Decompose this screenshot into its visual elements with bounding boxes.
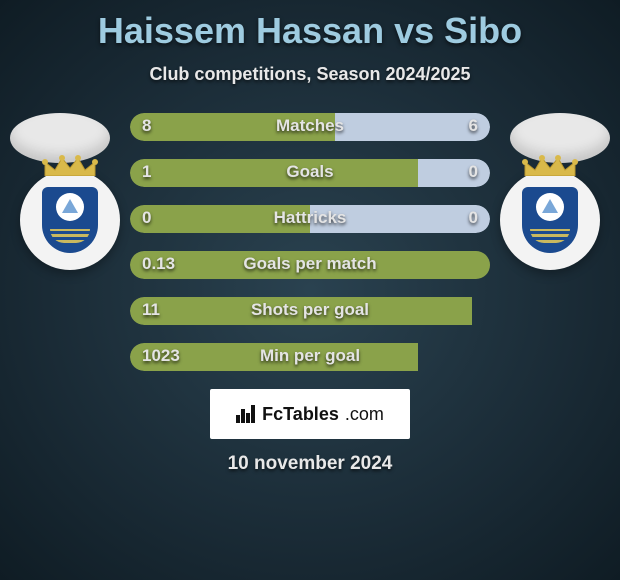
stat-row: 8Matches6 bbox=[130, 113, 490, 141]
footer-date: 10 november 2024 bbox=[0, 453, 620, 475]
stat-value-right: 0 bbox=[469, 208, 478, 228]
stat-row: 0Hattricks0 bbox=[130, 205, 490, 233]
brand-main: FcTables bbox=[262, 404, 339, 425]
club-badge-right bbox=[500, 170, 600, 270]
stat-row: 11Shots per goal bbox=[130, 297, 490, 325]
stat-label: Hattricks bbox=[130, 208, 490, 228]
stat-label: Shots per goal bbox=[130, 300, 490, 320]
stat-label: Matches bbox=[130, 116, 490, 136]
crest-icon bbox=[522, 187, 578, 253]
crest-icon bbox=[42, 187, 98, 253]
stat-row: 1Goals0 bbox=[130, 159, 490, 187]
stats-list: 8Matches61Goals00Hattricks00.13Goals per… bbox=[130, 113, 490, 371]
stat-value-right: 0 bbox=[469, 162, 478, 182]
brand-tail: .com bbox=[345, 404, 384, 425]
stat-row: 0.13Goals per match bbox=[130, 251, 490, 279]
stat-label: Goals bbox=[130, 162, 490, 182]
stat-value-right: 6 bbox=[469, 116, 478, 136]
bar-chart-icon bbox=[236, 405, 256, 423]
crown-icon bbox=[40, 154, 100, 176]
club-badge-left bbox=[20, 170, 120, 270]
stat-label: Goals per match bbox=[130, 254, 490, 274]
crown-icon bbox=[520, 154, 580, 176]
stat-label: Min per goal bbox=[130, 346, 490, 366]
comparison-subtitle: Club competitions, Season 2024/2025 bbox=[0, 64, 620, 85]
stat-row: 1023Min per goal bbox=[130, 343, 490, 371]
brand-badge[interactable]: FcTables .com bbox=[210, 389, 410, 439]
comparison-title: Haissem Hassan vs Sibo bbox=[0, 0, 620, 52]
